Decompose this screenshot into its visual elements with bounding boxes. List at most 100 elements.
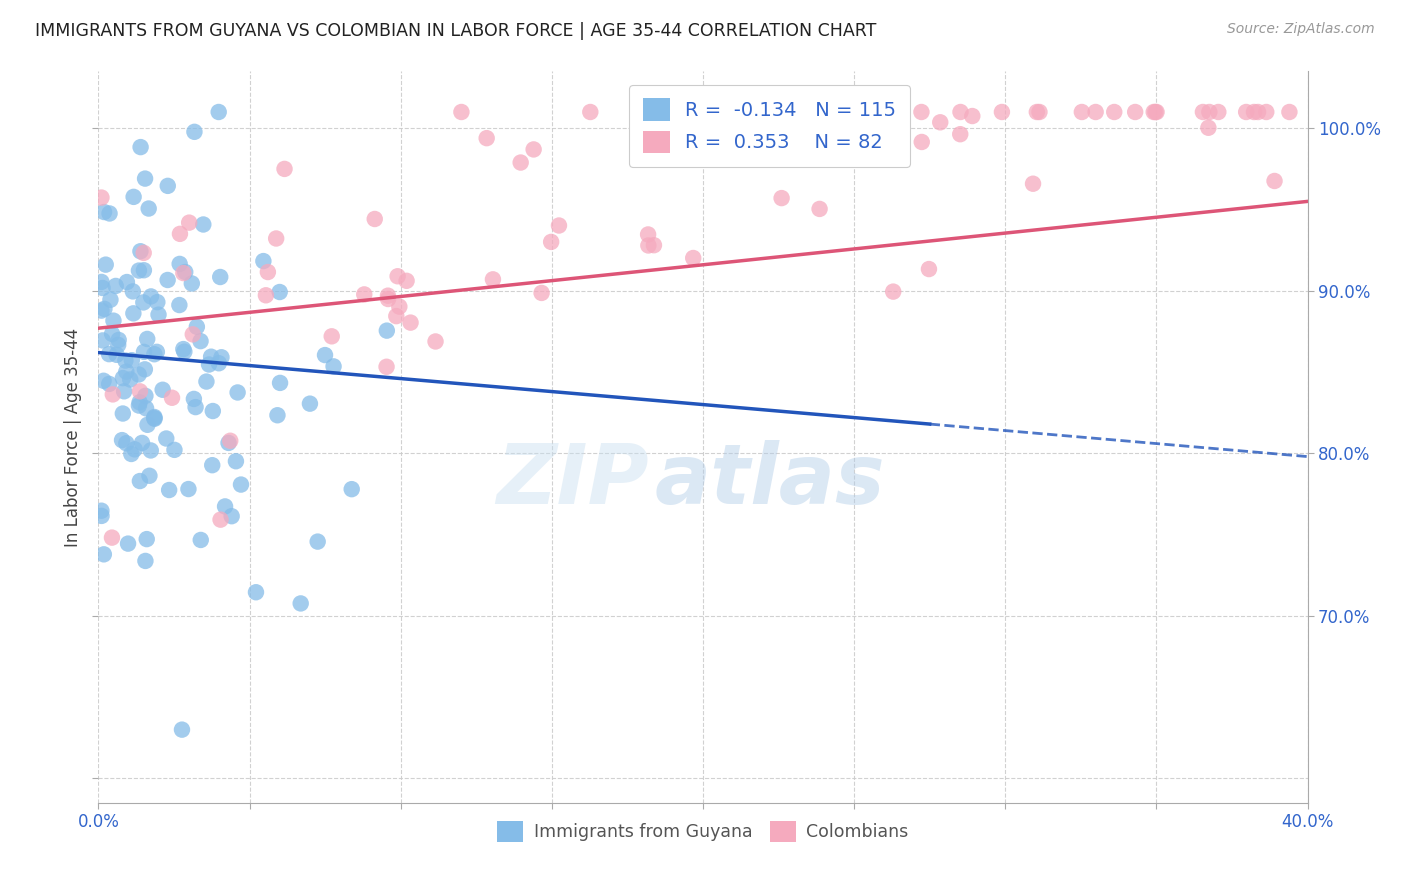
Legend: Immigrants from Guyana, Colombians: Immigrants from Guyana, Colombians [491,814,915,849]
Point [136,417,159,432]
Point [375,359,398,374]
Point [180,277,202,291]
Point [482,272,505,286]
Point [579,105,602,120]
Point [90,508,112,523]
Point [177,482,200,496]
Point [340,482,363,496]
Point [183,392,205,406]
Point [169,227,191,241]
Point [1263,174,1285,188]
Point [307,534,329,549]
Point [530,285,553,300]
Point [201,404,224,418]
Point [91,334,114,348]
Point [637,238,659,252]
Point [425,334,447,349]
Point [377,292,399,306]
Point [93,205,115,219]
Point [776,105,799,120]
Point [910,105,932,120]
Point [825,105,848,120]
Point [132,245,155,260]
Point [201,458,224,473]
Point [266,409,288,423]
Point [214,500,236,514]
Point [1028,105,1050,120]
Point [208,105,231,120]
Point [91,281,114,295]
Point [865,120,887,135]
Point [112,384,135,399]
Point [770,191,793,205]
Point [808,202,831,216]
Point [179,216,201,230]
Point [98,376,121,391]
Point [1102,105,1125,120]
Point [704,105,727,120]
Point [101,387,124,401]
Point [1070,105,1092,120]
Point [399,316,422,330]
Point [882,285,904,299]
Point [523,143,546,157]
Point [121,353,143,368]
Point [209,513,232,527]
Point [219,434,242,448]
Point [1123,105,1146,120]
Point [100,293,122,307]
Point [395,274,418,288]
Y-axis label: In Labor Force | Age 35-44: In Labor Force | Age 35-44 [63,327,82,547]
Point [105,348,128,362]
Point [962,109,984,123]
Point [107,333,129,347]
Point [90,275,112,289]
Point [93,374,115,388]
Point [122,190,145,204]
Point [669,105,692,120]
Point [152,383,174,397]
Point [762,114,785,128]
Point [221,509,243,524]
Point [139,289,162,303]
Point [314,348,336,362]
Point [103,313,125,327]
Point [1247,105,1270,120]
Point [209,270,232,285]
Point [129,244,152,259]
Point [174,265,197,279]
Point [849,105,872,120]
Point [169,298,191,312]
Point [124,442,146,457]
Point [101,326,124,341]
Point [540,235,562,249]
Point [509,155,531,169]
Point [273,161,295,176]
Point [183,125,205,139]
Point [128,474,150,488]
Point [252,254,274,268]
Point [181,327,204,342]
Point [1084,105,1107,120]
Point [1256,105,1278,120]
Point [450,105,472,120]
Point [637,227,659,242]
Point [1278,105,1301,120]
Point [163,442,186,457]
Point [257,265,280,279]
Point [128,399,150,413]
Point [225,454,247,468]
Point [193,218,215,232]
Point [229,477,252,491]
Point [143,411,166,425]
Point [264,231,287,245]
Point [136,332,159,346]
Point [101,531,124,545]
Point [138,468,160,483]
Point [134,554,156,568]
Point [198,358,221,372]
Text: ZIP: ZIP [496,441,648,522]
Point [208,356,231,370]
Point [254,288,277,302]
Point [107,338,129,352]
